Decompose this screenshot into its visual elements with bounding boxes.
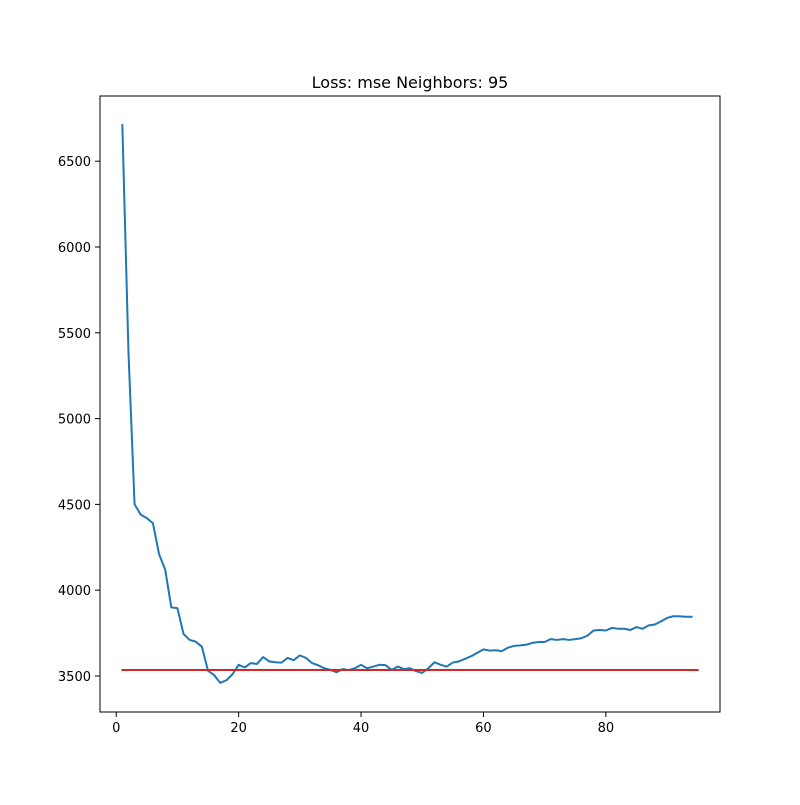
x-tick-label: 20 — [230, 721, 247, 736]
series-layer — [121, 124, 699, 684]
axes-layer: 0 20 40 60 80 3500 4000 4500 5000 5500 6000 6500 — [58, 155, 614, 736]
series-1-line — [121, 124, 693, 684]
y-tick-label: 3500 — [58, 670, 91, 685]
x-tick-label: 60 — [475, 721, 492, 736]
y-tick-label: 4500 — [58, 498, 91, 513]
y-tick-label: 6000 — [58, 241, 91, 256]
y-tick-label: 6500 — [58, 155, 91, 170]
y-tick-label: 5500 — [58, 327, 91, 342]
x-tick-label: 40 — [353, 721, 370, 736]
plot-background — [100, 96, 720, 712]
series-1 — [121, 124, 693, 684]
y-tick-label: 5000 — [58, 413, 91, 428]
x-tick-label: 80 — [598, 721, 615, 736]
x-tick-label: 0 — [112, 721, 120, 736]
chart-title: Loss: mse Neighbors: 95 — [312, 73, 509, 92]
y-tick-label: 4000 — [58, 584, 91, 599]
plot-frame — [99, 95, 721, 713]
